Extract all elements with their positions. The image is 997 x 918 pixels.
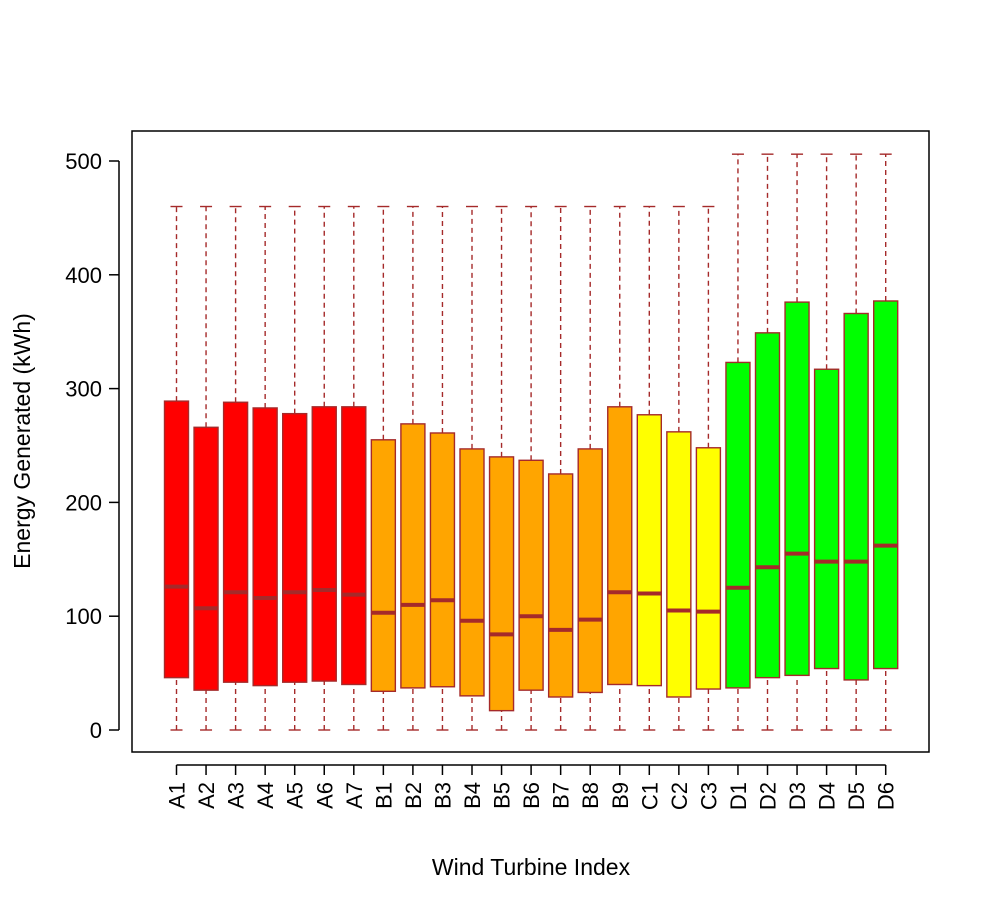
y-axis: 0 100 200 300 400 500 bbox=[65, 149, 120, 743]
x-tick-label: A7 bbox=[342, 782, 367, 809]
x-tick-label: C1 bbox=[637, 782, 662, 810]
x-tick-label: A5 bbox=[283, 782, 308, 809]
iqr-box bbox=[725, 361, 751, 689]
box-b8 bbox=[577, 205, 603, 731]
box-b4 bbox=[459, 205, 485, 731]
iqr-box bbox=[607, 406, 633, 686]
iqr-box bbox=[695, 447, 722, 690]
y-tick-label: 200 bbox=[65, 490, 102, 515]
x-tick-label: B8 bbox=[578, 782, 603, 809]
iqr-box bbox=[813, 368, 840, 670]
x-tick-label: C3 bbox=[696, 782, 721, 810]
box-a7 bbox=[341, 205, 367, 731]
box-d6 bbox=[873, 153, 899, 731]
x-tick-label: D2 bbox=[756, 782, 781, 810]
box-a1 bbox=[163, 205, 190, 731]
box-d2 bbox=[754, 153, 781, 731]
box-b5 bbox=[488, 205, 515, 731]
box-a4 bbox=[252, 205, 278, 731]
iqr-box bbox=[282, 412, 308, 683]
iqr-box bbox=[754, 332, 781, 679]
iqr-box bbox=[666, 431, 692, 698]
x-axis-title: Wind Turbine Index bbox=[432, 854, 631, 880]
iqr-box bbox=[400, 423, 426, 689]
iqr-box bbox=[222, 401, 249, 683]
x-tick-label: A4 bbox=[253, 782, 278, 809]
box-a2 bbox=[193, 205, 219, 731]
y-tick-label: 300 bbox=[65, 377, 102, 402]
x-tick-label: A6 bbox=[312, 782, 337, 809]
x-tick-label: B4 bbox=[460, 782, 485, 809]
iqr-box bbox=[843, 312, 869, 681]
x-tick-label: D3 bbox=[785, 782, 810, 810]
box-c1 bbox=[636, 205, 662, 731]
box-b1 bbox=[370, 205, 397, 731]
box-b7 bbox=[547, 205, 574, 731]
box-a5 bbox=[282, 205, 308, 731]
box-c3 bbox=[695, 205, 722, 731]
x-tick-label: A3 bbox=[224, 782, 249, 809]
box-d4 bbox=[813, 153, 840, 731]
iqr-box bbox=[311, 406, 337, 682]
x-tick-label: D6 bbox=[874, 782, 899, 810]
box-a3 bbox=[222, 205, 249, 731]
x-tick-label: B1 bbox=[371, 782, 396, 809]
box-a6 bbox=[311, 205, 337, 731]
x-tick-label: B6 bbox=[519, 782, 544, 809]
x-axis: A1 A2 A3 A4 A5 A6 A7 B1 B2 B3 B4 B5 B6 B7 B8 B9 C1 C2 C3 D1… bbox=[165, 764, 899, 810]
x-tick-label: D5 bbox=[844, 782, 869, 810]
box-d5 bbox=[843, 153, 869, 731]
box-b2 bbox=[400, 205, 426, 731]
boxes-layer bbox=[163, 153, 899, 731]
y-axis-title: Energy Generated (kWh) bbox=[9, 313, 35, 569]
iqr-box bbox=[341, 406, 367, 686]
iqr-box bbox=[784, 301, 810, 677]
box-c2 bbox=[666, 205, 692, 731]
x-tick-label: C2 bbox=[667, 782, 692, 810]
box-d1 bbox=[725, 153, 751, 731]
box-b3 bbox=[429, 205, 456, 731]
iqr-box bbox=[636, 414, 662, 687]
iqr-box bbox=[459, 448, 485, 697]
x-tick-label: A1 bbox=[165, 782, 190, 809]
iqr-box bbox=[577, 448, 603, 694]
y-tick-label: 0 bbox=[90, 718, 102, 743]
box-d3 bbox=[784, 153, 810, 731]
x-tick-label: B7 bbox=[549, 782, 574, 809]
x-tick-label: D1 bbox=[726, 782, 751, 810]
y-tick-label: 100 bbox=[65, 604, 102, 629]
x-tick-label: A2 bbox=[194, 782, 219, 809]
y-tick-label: 500 bbox=[65, 149, 102, 174]
plot-frame bbox=[131, 130, 930, 753]
iqr-box bbox=[429, 432, 456, 688]
iqr-box bbox=[873, 300, 899, 670]
x-tick-label: D4 bbox=[815, 782, 840, 810]
iqr-box bbox=[547, 473, 574, 698]
box-b9 bbox=[607, 205, 633, 731]
x-tick-label: B5 bbox=[490, 782, 515, 809]
x-tick-label: B9 bbox=[608, 782, 633, 809]
x-tick-label: B3 bbox=[430, 782, 455, 809]
iqr-box bbox=[193, 426, 219, 691]
y-tick-label: 400 bbox=[65, 263, 102, 288]
iqr-box bbox=[370, 439, 397, 693]
iqr-box bbox=[163, 400, 190, 679]
x-tick-label: B2 bbox=[401, 782, 426, 809]
iqr-box bbox=[488, 456, 515, 712]
box-b6 bbox=[518, 205, 544, 731]
iqr-box bbox=[252, 407, 278, 687]
iqr-box bbox=[518, 459, 544, 691]
